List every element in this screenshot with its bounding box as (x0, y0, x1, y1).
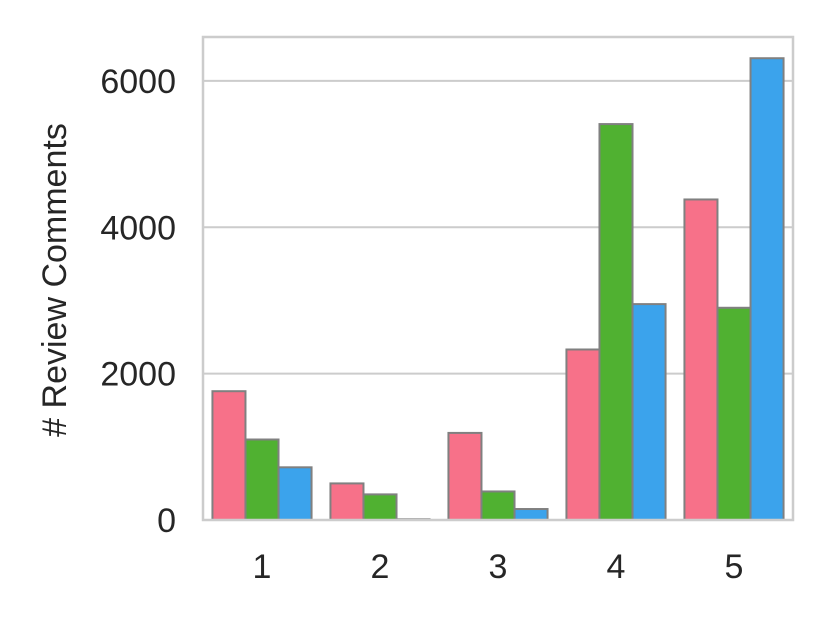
bar-4-series-1 (565, 348, 601, 521)
bars (211, 57, 785, 522)
bar-2-series-2 (362, 493, 398, 521)
x-tick-label: 4 (607, 548, 626, 586)
bar-1-series-2 (244, 438, 280, 521)
x-tick-label: 1 (253, 548, 272, 586)
x-tick-label: 2 (371, 548, 390, 586)
y-tick-label: 4000 (100, 209, 176, 247)
x-tick-labels: 1 2 3 4 5 (253, 548, 744, 586)
y-tick-label: 0 (157, 502, 176, 540)
bar-2-series-1 (329, 482, 365, 521)
y-axis-label: # Review Comments (36, 123, 74, 437)
bar-3-series-3 (513, 508, 549, 522)
y-tick-labels: 0 2000 4000 6000 (100, 63, 176, 540)
x-tick-label: 5 (725, 548, 744, 586)
bar-1-series-1 (211, 390, 247, 522)
y-tick-label: 2000 (100, 356, 176, 394)
bar-5-series-2 (716, 306, 752, 522)
plot-frame (201, 35, 795, 522)
bar-1-series-3 (277, 466, 313, 521)
bar-4-series-2 (598, 123, 634, 521)
bar-3-series-2 (480, 490, 516, 521)
y-tick-label: 6000 (100, 63, 176, 101)
bar-5-series-3 (749, 57, 785, 522)
bar-5-series-1 (683, 198, 719, 522)
bar-4-series-3 (631, 303, 667, 522)
x-tick-label: 3 (489, 548, 508, 586)
bar-3-series-1 (447, 431, 483, 521)
